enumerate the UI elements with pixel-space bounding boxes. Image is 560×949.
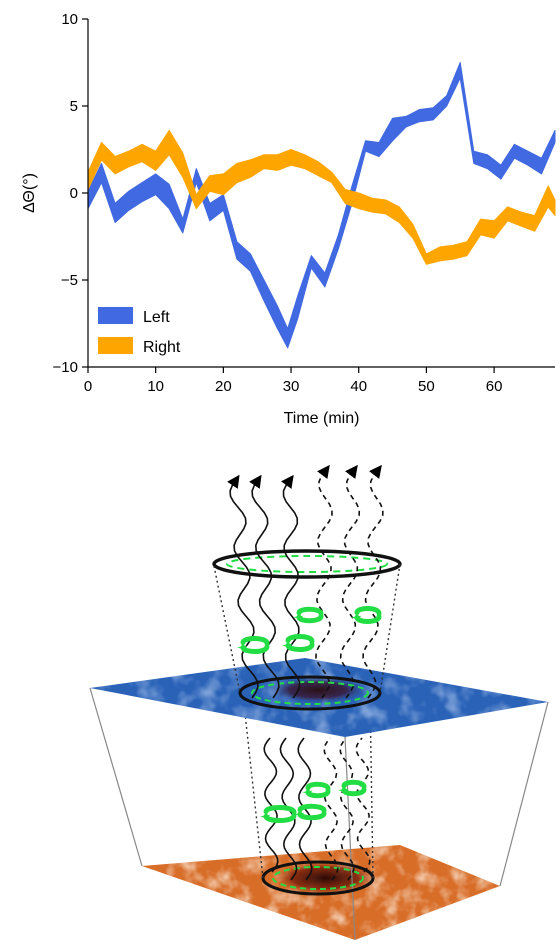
upper-flux-tube bbox=[212, 464, 402, 711]
lower-footpoint-swirl bbox=[272, 866, 364, 890]
upper-field-line-dashed bbox=[315, 464, 333, 699]
lower-field-line-dashed bbox=[339, 737, 355, 881]
legend-swatch-left bbox=[98, 307, 133, 324]
box-edges bbox=[89, 687, 549, 941]
upper-field-line-solid bbox=[227, 474, 259, 699]
lower-swirl-arrow-left-head bbox=[260, 814, 270, 819]
y-axis-label: ΔΘ(°) bbox=[21, 173, 38, 213]
lower-field-line-solid bbox=[263, 737, 279, 873]
x-axis-label: Time (min) bbox=[284, 410, 360, 427]
legend-label-left: Left bbox=[143, 309, 170, 326]
y-tick-label: 0 bbox=[70, 185, 78, 202]
lower-field-line-dashed bbox=[355, 737, 371, 873]
lower-swirl-arrow-mid bbox=[297, 803, 327, 821]
x-tick-label: 20 bbox=[215, 378, 232, 395]
upper-swirl-arrow-mid-high-head bbox=[293, 615, 303, 620]
upper-swirl-arrow-left-head bbox=[237, 645, 247, 650]
lower-flux-tube bbox=[242, 694, 375, 896]
x-tick-label: 60 bbox=[486, 378, 503, 395]
series-band-right bbox=[87, 129, 556, 265]
x-tick-label: 50 bbox=[418, 378, 435, 395]
upper-swirl-arrow-right-head bbox=[351, 615, 361, 620]
y-tick-label: 5 bbox=[70, 98, 78, 115]
lower-field-line-dashed bbox=[323, 737, 339, 881]
upper-chromosphere-plane bbox=[90, 658, 548, 737]
upper-footpoint-swirl bbox=[251, 681, 369, 705]
legend-label-right: Right bbox=[143, 339, 181, 356]
upper-field-line-dashed bbox=[362, 464, 384, 699]
top-cross-section-ring bbox=[212, 549, 402, 579]
lower-swirl-arrow-right-head bbox=[338, 788, 348, 793]
upper-swirl-arrow-mid-high bbox=[296, 606, 324, 624]
upper-tube-edge-left bbox=[213, 565, 241, 694]
legend-swatch-right bbox=[98, 337, 133, 354]
y-tick-label: −5 bbox=[61, 272, 78, 289]
x-tick-label: 10 bbox=[147, 378, 164, 395]
y-tick-label: −10 bbox=[53, 359, 78, 376]
upper-field-line-dashed bbox=[339, 464, 361, 699]
upper-field-line-solid bbox=[249, 474, 280, 699]
upper-swirl-arrow-right bbox=[354, 606, 382, 624]
series-band-left bbox=[87, 62, 556, 349]
top-cross-section-swirl bbox=[226, 555, 388, 573]
flux-tube-diagram bbox=[89, 464, 549, 941]
series-bands bbox=[87, 62, 556, 349]
line-chart: 0 10 20 30 40 50 60 −10 −5 0 5 10 Time (min) ΔΘ(°) Le… bbox=[21, 11, 556, 427]
lower-swirl-arrow-upper-head bbox=[302, 790, 312, 795]
upper-tube-edge-right bbox=[379, 563, 401, 694]
legend: Left Right bbox=[98, 307, 181, 356]
upper-swirl-arrow-mid-low bbox=[285, 634, 315, 652]
y-tick-label: 10 bbox=[61, 11, 78, 28]
upper-swirl-arrow-mid-low-head bbox=[282, 643, 292, 648]
axes: 0 10 20 30 40 50 60 −10 −5 0 5 10 Time (min) ΔΘ(°) bbox=[21, 11, 555, 427]
lower-tube-edge-right bbox=[369, 694, 374, 879]
upper-field-line-solid bbox=[281, 474, 301, 699]
lower-tube-edge-left bbox=[242, 694, 264, 879]
x-tick-label: 0 bbox=[84, 378, 92, 395]
lower-swirl-arrow-upper bbox=[305, 781, 331, 799]
lower-swirl-arrow-left bbox=[263, 805, 297, 823]
x-tick-label: 40 bbox=[350, 378, 367, 395]
lower-swirl-arrow-mid-head bbox=[294, 812, 304, 817]
x-tick-label: 30 bbox=[283, 378, 300, 395]
